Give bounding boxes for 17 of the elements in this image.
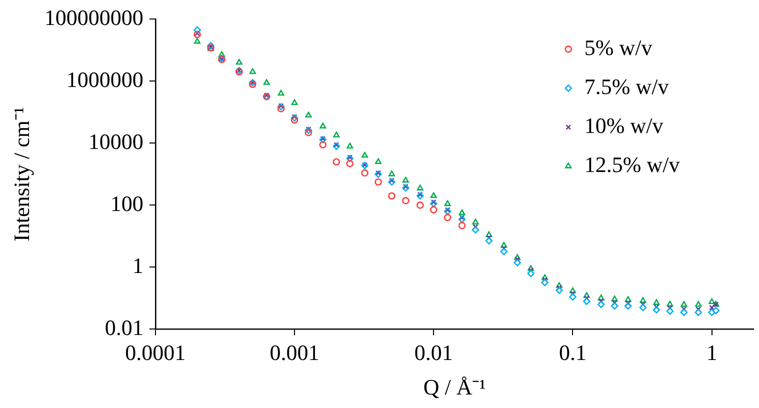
- x-tick-label: 1: [706, 340, 718, 366]
- x-tick-label: 0.001: [270, 340, 320, 366]
- y-tick-label: 1: [132, 252, 144, 278]
- y-tick-label: 100: [110, 190, 144, 216]
- legend-label: 7.5% w/v: [584, 74, 669, 99]
- x-tick-label: 0.01: [414, 340, 453, 366]
- y-tick-label: 100000000: [44, 4, 144, 30]
- legend-label: 5% w/v: [584, 34, 652, 60]
- y-tick-label: 0.01: [104, 314, 144, 340]
- x-axis-title: Q / Å⁻¹: [423, 374, 486, 400]
- legend-label: 10% w/v: [584, 112, 664, 138]
- x-tick-label: 0.0001: [125, 340, 186, 366]
- y-axis-title: Intensity / cm⁻¹: [8, 106, 34, 242]
- legend-label: 12.5% w/v: [584, 152, 680, 177]
- x-tick-label: 0.1: [558, 340, 586, 366]
- y-tick-label: 1000000: [66, 66, 144, 92]
- y-tick-label: 10000: [88, 128, 144, 154]
